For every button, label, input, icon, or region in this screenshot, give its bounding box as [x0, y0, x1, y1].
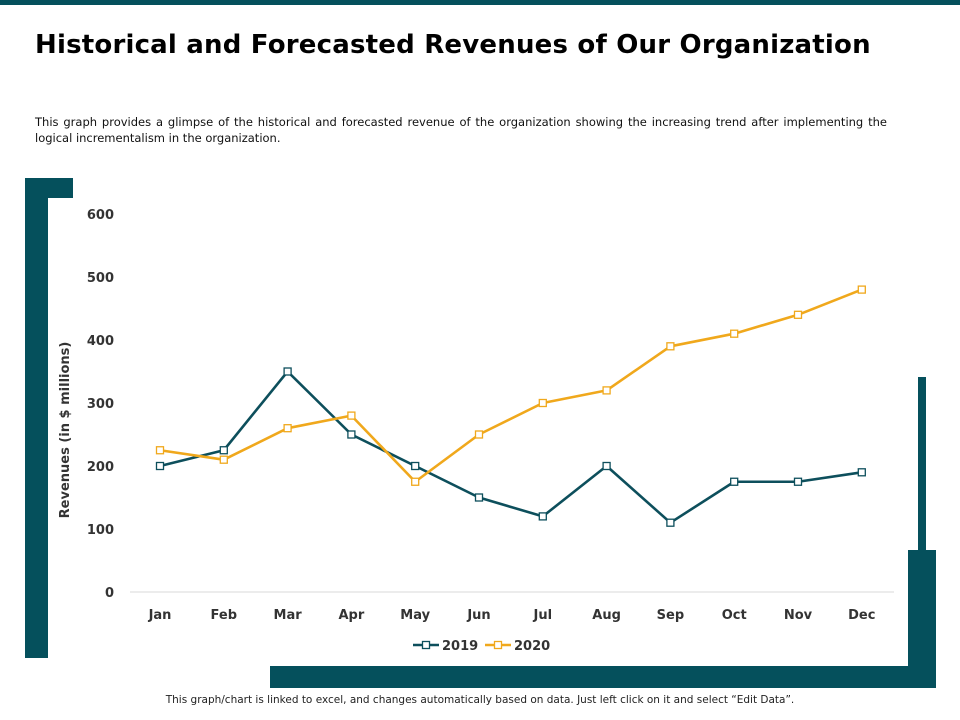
x-tick-label: Sep [657, 608, 685, 623]
data-point-2019 [730, 477, 739, 486]
y-tick-label: 600 [87, 208, 114, 223]
x-tick-label: Feb [211, 608, 237, 623]
footer-note: This graph/chart is linked to excel, and… [165, 694, 795, 706]
y-tick-label: 200 [87, 460, 114, 475]
series-line-2019 [159, 370, 862, 525]
x-tick-label: Aug [592, 608, 621, 623]
data-point-2020 [283, 424, 292, 433]
data-point-2019 [602, 461, 611, 471]
data-point-2019 [411, 461, 420, 471]
x-tick-label: Oct [722, 608, 747, 623]
frame-bottom-bar [270, 666, 936, 688]
y-tick-label: 0 [105, 586, 114, 601]
y-tick-label: 100 [87, 523, 114, 538]
y-axis-title: Revenues (in $ millions) [58, 342, 73, 519]
x-tick-label: Jun [466, 608, 490, 623]
y-tick-label: 300 [87, 397, 114, 412]
data-point-2019 [474, 493, 484, 502]
legend-marker-2019 [421, 640, 431, 650]
top-accent-bar [0, 0, 960, 5]
data-point-2020 [857, 285, 866, 294]
data-point-2020 [666, 342, 675, 351]
legend-marker-2020 [493, 640, 503, 650]
frame-right-line [918, 377, 926, 597]
legend-label-2019: 2019 [442, 639, 478, 654]
page-title: Historical and Forecasted Revenues of Ou… [35, 30, 871, 60]
data-point-2019 [155, 461, 165, 471]
data-point-2019 [219, 446, 228, 455]
legend-label-2020: 2020 [514, 639, 550, 654]
data-point-2019 [857, 468, 866, 477]
data-point-2020 [602, 386, 611, 395]
x-tick-label: Mar [274, 608, 303, 623]
data-point-2019 [283, 367, 292, 376]
data-point-2020 [411, 477, 420, 486]
x-tick-label: Dec [848, 608, 875, 623]
data-point-2020 [730, 329, 739, 338]
data-point-2019 [538, 512, 547, 521]
data-point-2020 [538, 398, 547, 408]
data-point-2019 [347, 430, 356, 439]
data-point-2020 [155, 446, 165, 455]
data-point-2020 [219, 455, 228, 464]
series-line-2020 [159, 288, 863, 484]
data-point-2019 [793, 477, 803, 486]
y-tick-label: 400 [87, 334, 114, 349]
data-point-2020 [793, 310, 803, 319]
frame-left-bar [25, 178, 48, 658]
data-point-2020 [474, 430, 484, 439]
x-tick-label: Jan [148, 608, 172, 623]
x-tick-label: May [400, 608, 430, 623]
x-tick-label: Nov [784, 608, 813, 623]
y-tick-label: 500 [87, 271, 114, 286]
data-point-2020 [347, 411, 356, 420]
page-description: This graph provides a glimpse of the his… [35, 115, 887, 145]
x-tick-label: Jul [533, 608, 553, 623]
data-point-2019 [666, 518, 675, 527]
x-tick-label: Apr [339, 608, 365, 623]
